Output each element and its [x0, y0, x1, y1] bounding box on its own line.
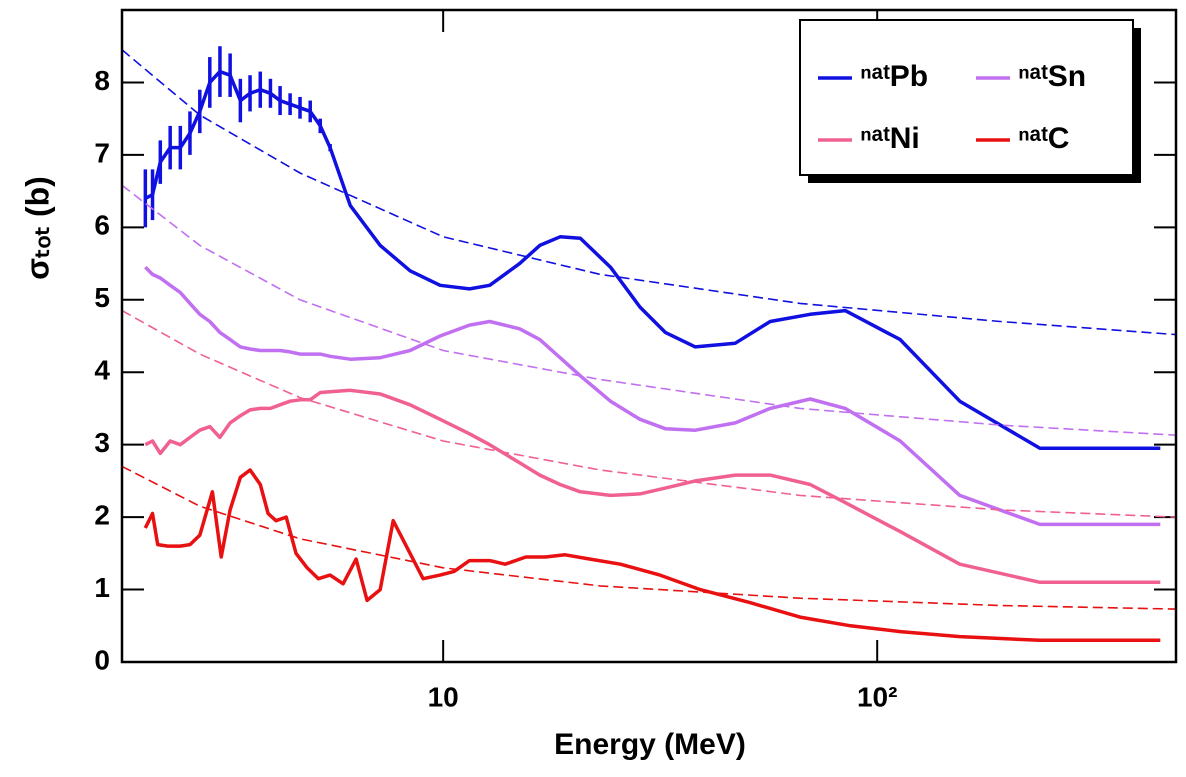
data-line [144, 265, 1161, 527]
y-tick-label: 1 [94, 572, 110, 603]
y-tick-label: 4 [94, 355, 110, 386]
legend-label: ⁿᵃᵗC [1018, 122, 1069, 155]
legend-label: ⁿᵃᵗNi [860, 122, 920, 155]
fit-curve [121, 184, 1177, 436]
fit-curve [121, 309, 1177, 518]
y-tick-label: 7 [94, 137, 110, 168]
y-tick-label: 5 [94, 282, 110, 313]
x-axis-title: Energy (MeV) [554, 728, 746, 761]
x-tick-label: 10 [428, 681, 459, 712]
y-tick-label: 3 [94, 427, 110, 458]
fit-curve [121, 465, 1177, 610]
legend-label: ⁿᵃᵗPb [860, 60, 928, 93]
y-tick-label: 0 [94, 644, 110, 675]
y-axis-title: σₜₒₜ (b) [19, 176, 55, 280]
legend-box [799, 19, 1134, 176]
y-tick-label: 6 [94, 210, 110, 241]
data-line [144, 388, 1161, 585]
data-line [143, 468, 1161, 643]
y-tick-label: 2 [94, 500, 110, 531]
plot-frame [120, 8, 1178, 664]
legend-label: ⁿᵃᵗSn [1018, 60, 1086, 93]
y-tick-label: 8 [94, 65, 110, 96]
fit-curve [121, 49, 1177, 336]
x-tick-label: 10² [857, 681, 897, 712]
